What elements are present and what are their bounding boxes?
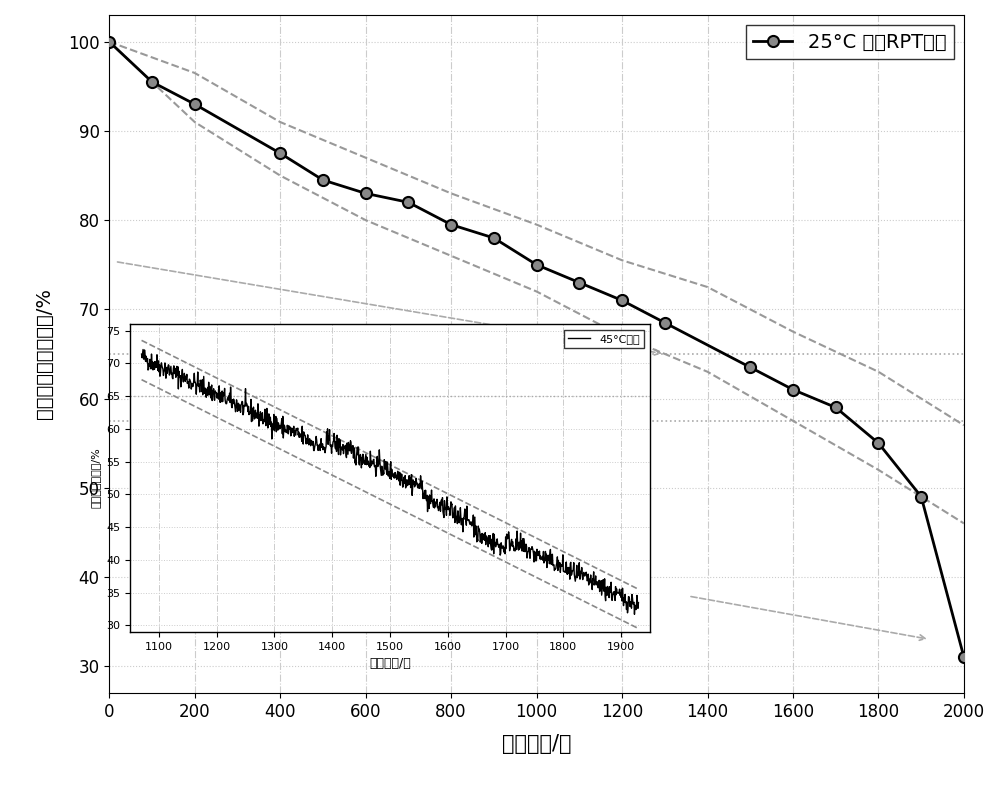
25°C 循环RPT测试 bbox=[146, 77, 158, 87]
Y-axis label: 循环容量保持率/%: 循环容量保持率/% bbox=[91, 447, 101, 509]
25°C 循环RPT测试 bbox=[573, 278, 585, 288]
25°C 循环RPT测试 bbox=[787, 385, 799, 394]
X-axis label: 循环圈数/次: 循环圈数/次 bbox=[502, 735, 571, 754]
25°C 循环RPT测试 bbox=[744, 362, 756, 372]
25°C 循环RPT测试 bbox=[830, 403, 842, 412]
25°C 循环RPT测试 bbox=[189, 100, 201, 109]
X-axis label: 循环圈数/次: 循环圈数/次 bbox=[369, 657, 411, 670]
25°C 循环RPT测试 bbox=[531, 260, 543, 270]
25°C 循环RPT测试 bbox=[915, 492, 927, 501]
Legend: 45°C循环: 45°C循环 bbox=[564, 330, 644, 348]
25°C 循环RPT测试 bbox=[958, 652, 970, 662]
25°C 循环RPT测试 bbox=[360, 189, 372, 198]
25°C 循环RPT测试 bbox=[659, 318, 671, 327]
25°C 循环RPT测试 bbox=[402, 198, 414, 207]
Y-axis label: 循环老化容量保持率/%: 循环老化容量保持率/% bbox=[35, 288, 54, 420]
25°C 循环RPT测试 bbox=[872, 438, 884, 448]
25°C 循环RPT测试 bbox=[488, 233, 500, 243]
Legend: 25°C 循环RPT测试: 25°C 循环RPT测试 bbox=[746, 25, 954, 59]
Line: 25°C 循环RPT测试: 25°C 循环RPT测试 bbox=[104, 36, 969, 663]
25°C 循环RPT测试 bbox=[274, 148, 286, 158]
25°C 循环RPT测试 bbox=[317, 175, 329, 185]
25°C 循环RPT测试 bbox=[445, 220, 457, 229]
25°C 循环RPT测试 bbox=[103, 37, 115, 47]
25°C 循环RPT测试 bbox=[616, 296, 628, 305]
